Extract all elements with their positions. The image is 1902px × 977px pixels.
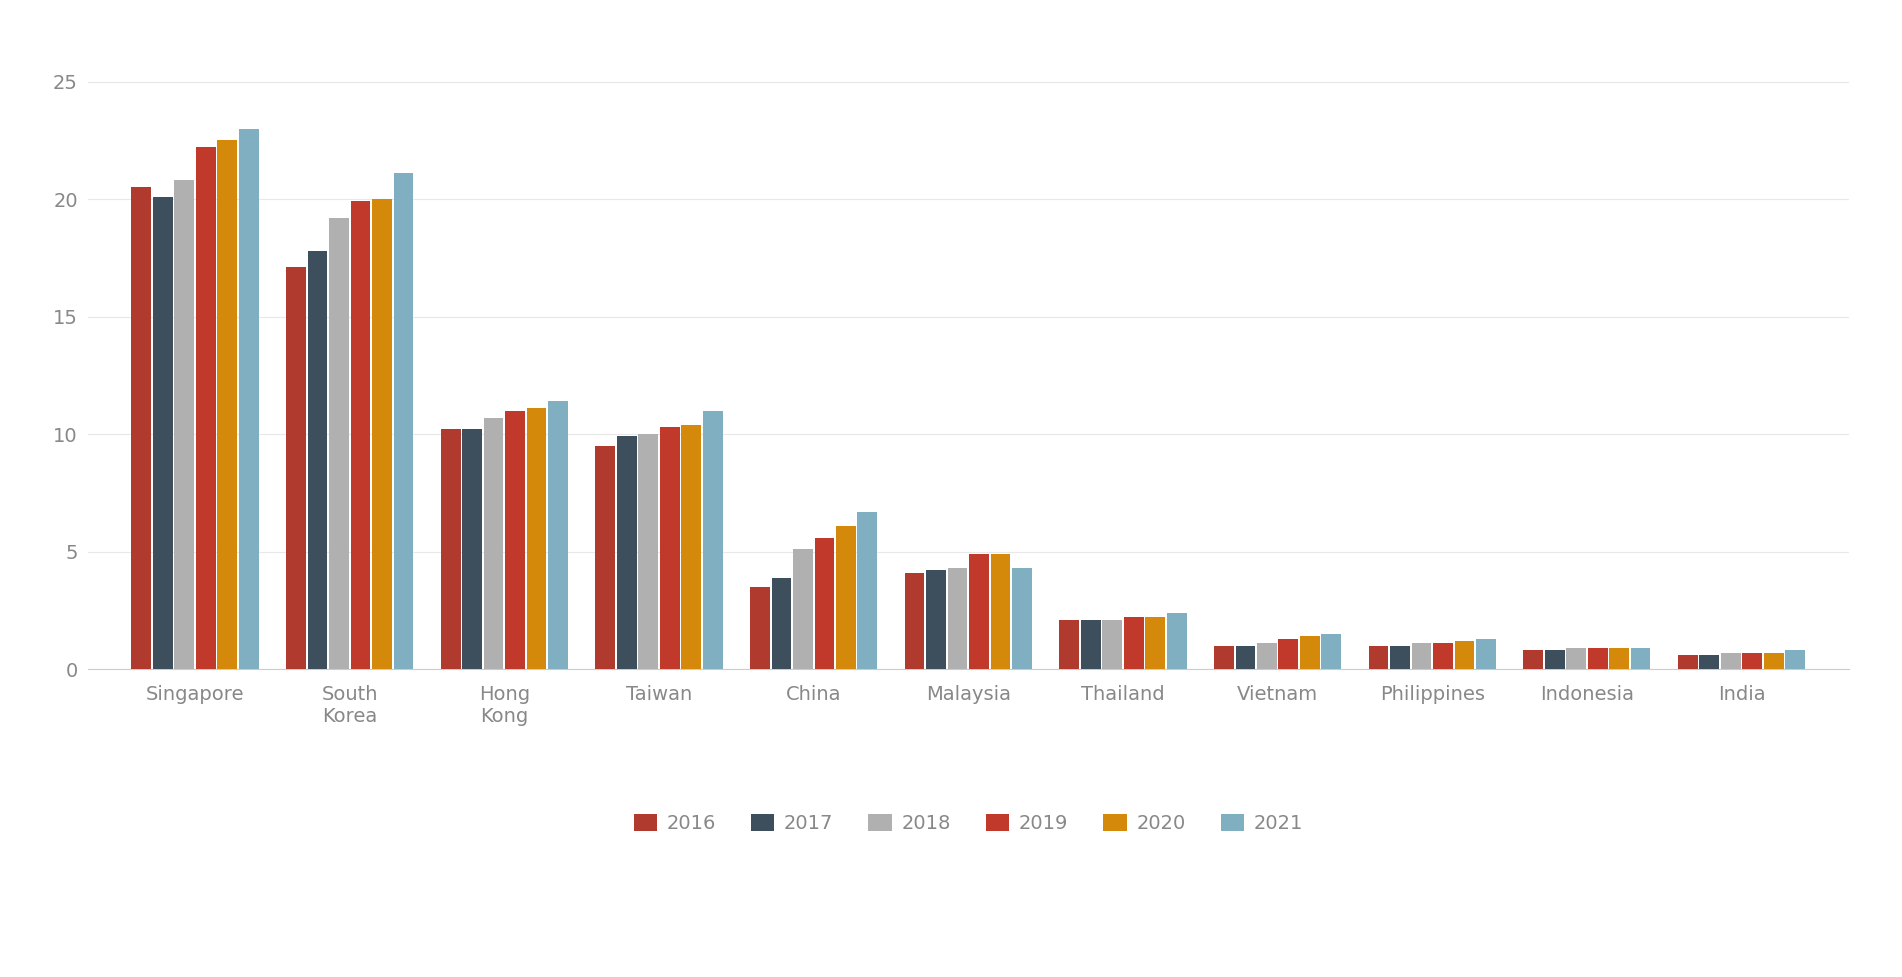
- Bar: [926, 571, 945, 669]
- Bar: [681, 425, 702, 669]
- Bar: [1544, 651, 1565, 669]
- Bar: [308, 251, 327, 669]
- Bar: [1390, 646, 1409, 669]
- Bar: [1786, 651, 1805, 669]
- Bar: [1278, 639, 1299, 669]
- Bar: [1059, 619, 1078, 669]
- Bar: [595, 446, 614, 669]
- Bar: [772, 577, 791, 669]
- Bar: [1103, 619, 1122, 669]
- Bar: [1299, 636, 1320, 669]
- Bar: [1124, 617, 1143, 669]
- Bar: [1145, 617, 1166, 669]
- Bar: [527, 408, 546, 669]
- Bar: [1742, 653, 1761, 669]
- Bar: [905, 573, 924, 669]
- Bar: [639, 434, 658, 669]
- Bar: [749, 587, 770, 669]
- Bar: [329, 218, 348, 669]
- Bar: [1678, 656, 1698, 669]
- Bar: [1257, 643, 1276, 669]
- Bar: [858, 512, 877, 669]
- Bar: [240, 129, 259, 669]
- Bar: [1236, 646, 1255, 669]
- Bar: [1524, 651, 1543, 669]
- Bar: [1700, 656, 1719, 669]
- Bar: [616, 437, 637, 669]
- Bar: [1588, 648, 1607, 669]
- Bar: [483, 418, 504, 669]
- Bar: [175, 181, 194, 669]
- Bar: [1721, 653, 1740, 669]
- Bar: [1369, 646, 1388, 669]
- Bar: [1411, 643, 1432, 669]
- Bar: [1432, 643, 1453, 669]
- Bar: [373, 199, 392, 669]
- Bar: [1012, 569, 1033, 669]
- Bar: [1322, 634, 1341, 669]
- Bar: [462, 430, 481, 669]
- Bar: [991, 554, 1010, 669]
- Bar: [548, 402, 569, 669]
- Bar: [350, 201, 371, 669]
- Bar: [217, 141, 238, 669]
- Bar: [1455, 641, 1474, 669]
- Bar: [1609, 648, 1628, 669]
- Bar: [814, 537, 835, 669]
- Bar: [704, 410, 723, 669]
- Bar: [970, 554, 989, 669]
- Bar: [660, 427, 679, 669]
- Bar: [947, 569, 968, 669]
- Bar: [1213, 646, 1234, 669]
- Bar: [394, 173, 413, 669]
- Bar: [152, 196, 173, 669]
- Bar: [506, 410, 525, 669]
- Bar: [1166, 613, 1187, 669]
- Bar: [837, 526, 856, 669]
- Bar: [1476, 639, 1495, 669]
- Bar: [285, 268, 306, 669]
- Bar: [196, 148, 215, 669]
- Bar: [1080, 619, 1101, 669]
- Bar: [441, 430, 460, 669]
- Bar: [131, 188, 152, 669]
- Legend: 2016, 2017, 2018, 2019, 2020, 2021: 2016, 2017, 2018, 2019, 2020, 2021: [626, 806, 1310, 841]
- Bar: [793, 549, 812, 669]
- Bar: [1630, 648, 1651, 669]
- Bar: [1763, 653, 1784, 669]
- Bar: [1565, 648, 1586, 669]
